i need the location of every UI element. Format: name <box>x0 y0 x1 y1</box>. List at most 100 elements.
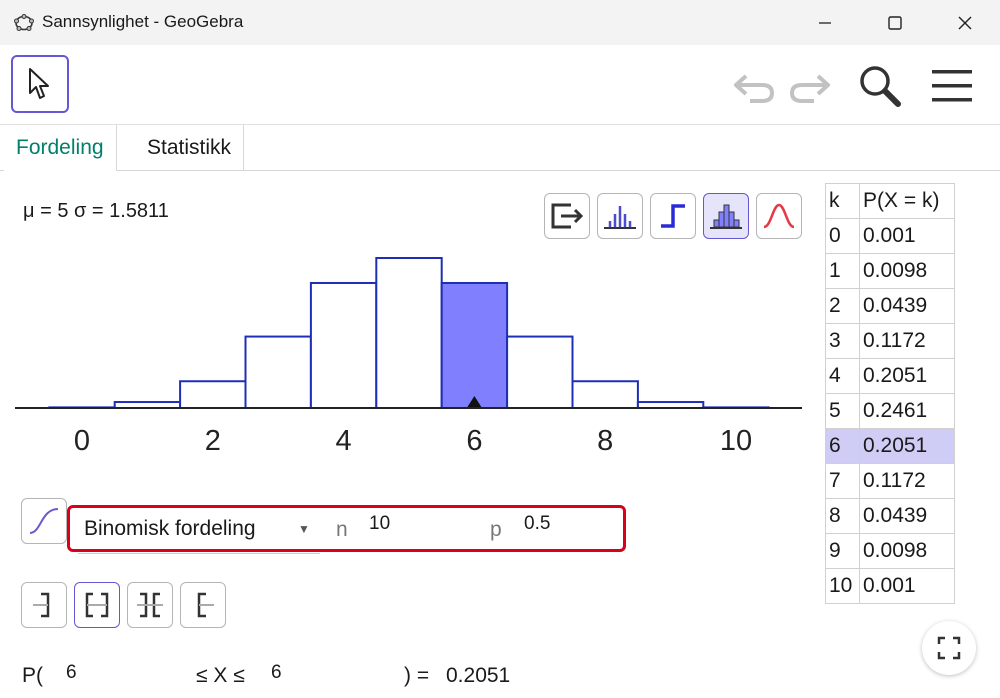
geogebra-icon <box>14 14 34 31</box>
table-cell-k: 7 <box>825 463 860 499</box>
step-graph-button[interactable] <box>650 193 696 239</box>
table-cell-k: 1 <box>825 253 860 289</box>
prob-middle: ≤ X ≤ <box>196 664 245 687</box>
value-marker <box>467 396 482 407</box>
search-button[interactable] <box>857 63 903 109</box>
move-tool-button[interactable] <box>11 55 69 113</box>
table-cell-k: 0 <box>825 218 860 254</box>
table-cell-p: 0.0439 <box>859 288 955 324</box>
mean-sd-readout: μ = 5 σ = 1.5811 <box>23 200 169 222</box>
minimize-button[interactable] <box>790 0 860 45</box>
highlight-box <box>67 505 626 552</box>
table-row: 10 0.001 <box>825 568 955 604</box>
cumulative-toggle-button[interactable] <box>21 498 67 544</box>
undo-button[interactable] <box>731 63 777 109</box>
table-cell-k: 9 <box>825 533 860 569</box>
histogram-bar <box>244 335 312 409</box>
probability-table: k P(X = k) 0 0.001 1 0.0098 2 0.0439 3 0.1172 4 0… <box>825 183 955 604</box>
normal-overlay-button[interactable] <box>756 193 802 239</box>
table-cell-k: 4 <box>825 358 860 394</box>
lower-bound-input[interactable]: 6 <box>66 662 77 683</box>
param-n-label: n <box>336 518 348 541</box>
minimize-icon <box>819 21 831 24</box>
right-sided-button[interactable] <box>180 582 226 628</box>
close-button[interactable] <box>930 0 1000 45</box>
cumulative-curve-icon <box>29 508 59 534</box>
table-cell-p: 0.001 <box>859 218 955 254</box>
param-n-input[interactable]: 10 <box>369 513 391 534</box>
toolbar <box>0 45 1000 125</box>
redo-button[interactable] <box>787 63 833 109</box>
histogram-bar <box>375 257 443 409</box>
left-sided-icon <box>33 592 50 618</box>
right-sided-icon <box>197 592 214 618</box>
redo-icon <box>789 74 830 103</box>
table-cell-p: 0.0098 <box>859 253 955 289</box>
table-cell-k: 10 <box>825 568 860 604</box>
menu-icon <box>932 70 972 102</box>
bar-graph-button[interactable] <box>597 193 643 239</box>
two-tailed-icon <box>137 592 163 618</box>
dropdown-underline <box>78 553 320 554</box>
table-header-row: k P(X = k) <box>825 183 955 219</box>
table-cell-p: 0.2461 <box>859 393 955 429</box>
table-cell-p: 0.1172 <box>859 463 955 499</box>
header-k: k <box>825 183 860 219</box>
table-cell-p: 0.0098 <box>859 533 955 569</box>
upper-bound-input[interactable]: 6 <box>271 662 282 683</box>
table-row: 8 0.0439 <box>825 498 955 534</box>
window-title: Sannsynlighet - GeoGebra <box>42 12 244 31</box>
fullscreen-icon <box>937 636 961 660</box>
table-row: 5 0.2461 <box>825 393 955 429</box>
close-icon <box>958 16 972 29</box>
maximize-button[interactable] <box>860 0 930 45</box>
prob-suffix: ) = <box>404 664 430 687</box>
table-cell-k: 6 <box>825 428 860 464</box>
table-cell-k: 2 <box>825 288 860 324</box>
x-tick-label: 10 <box>720 425 752 457</box>
x-tick-label: 6 <box>466 425 482 457</box>
tab-statistikk[interactable]: Statistikk <box>135 125 245 171</box>
header-p: P(X = k) <box>859 183 955 219</box>
interval-button[interactable] <box>74 582 120 628</box>
table-cell-k: 3 <box>825 323 860 359</box>
prob-result: 0.2051 <box>446 664 511 687</box>
export-icon <box>551 203 584 229</box>
window-titlebar: Sannsynlighet - GeoGebra <box>0 0 1000 45</box>
table-row: 7 0.1172 <box>825 463 955 499</box>
x-tick-label: 0 <box>74 425 90 457</box>
histogram-bar <box>571 380 639 409</box>
bar-graph-icon <box>604 206 636 229</box>
param-p-input[interactable]: 0.5 <box>524 513 551 534</box>
table-cell-p: 0.1172 <box>859 323 955 359</box>
tab-bar: Fordeling Statistikk <box>0 125 1000 171</box>
maximize-icon <box>888 15 902 30</box>
table-row: 1 0.0098 <box>825 253 955 289</box>
histogram-bar <box>440 281 509 409</box>
fullscreen-button[interactable] <box>922 621 976 675</box>
histogram-bar <box>179 380 247 409</box>
x-tick-label: 2 <box>205 425 221 457</box>
undo-icon <box>734 74 775 103</box>
histogram-bar <box>506 335 574 409</box>
search-icon <box>860 66 901 107</box>
table-cell-k: 8 <box>825 498 860 534</box>
menu-button[interactable] <box>929 63 975 109</box>
export-button[interactable] <box>544 193 590 239</box>
left-sided-button[interactable] <box>21 582 67 628</box>
step-graph-icon <box>661 204 685 228</box>
table-row: 9 0.0098 <box>825 533 955 569</box>
two-tailed-button[interactable] <box>127 582 173 628</box>
x-tick-label: 4 <box>336 425 352 457</box>
normal-overlay-icon <box>763 203 795 229</box>
table-row: 2 0.0439 <box>825 288 955 324</box>
distribution-dropdown[interactable]: Binomisk fordeling <box>84 517 256 540</box>
move-tool-icon <box>29 68 49 99</box>
dropdown-caret-icon[interactable]: ▼ <box>298 522 310 536</box>
table-cell-p: 0.001 <box>859 568 955 604</box>
tab-fordeling[interactable]: Fordeling <box>4 125 117 171</box>
table-row: 3 0.1172 <box>825 323 955 359</box>
prob-prefix: P( <box>22 664 43 687</box>
histogram-button[interactable] <box>703 193 749 239</box>
interval-icon <box>85 592 109 618</box>
